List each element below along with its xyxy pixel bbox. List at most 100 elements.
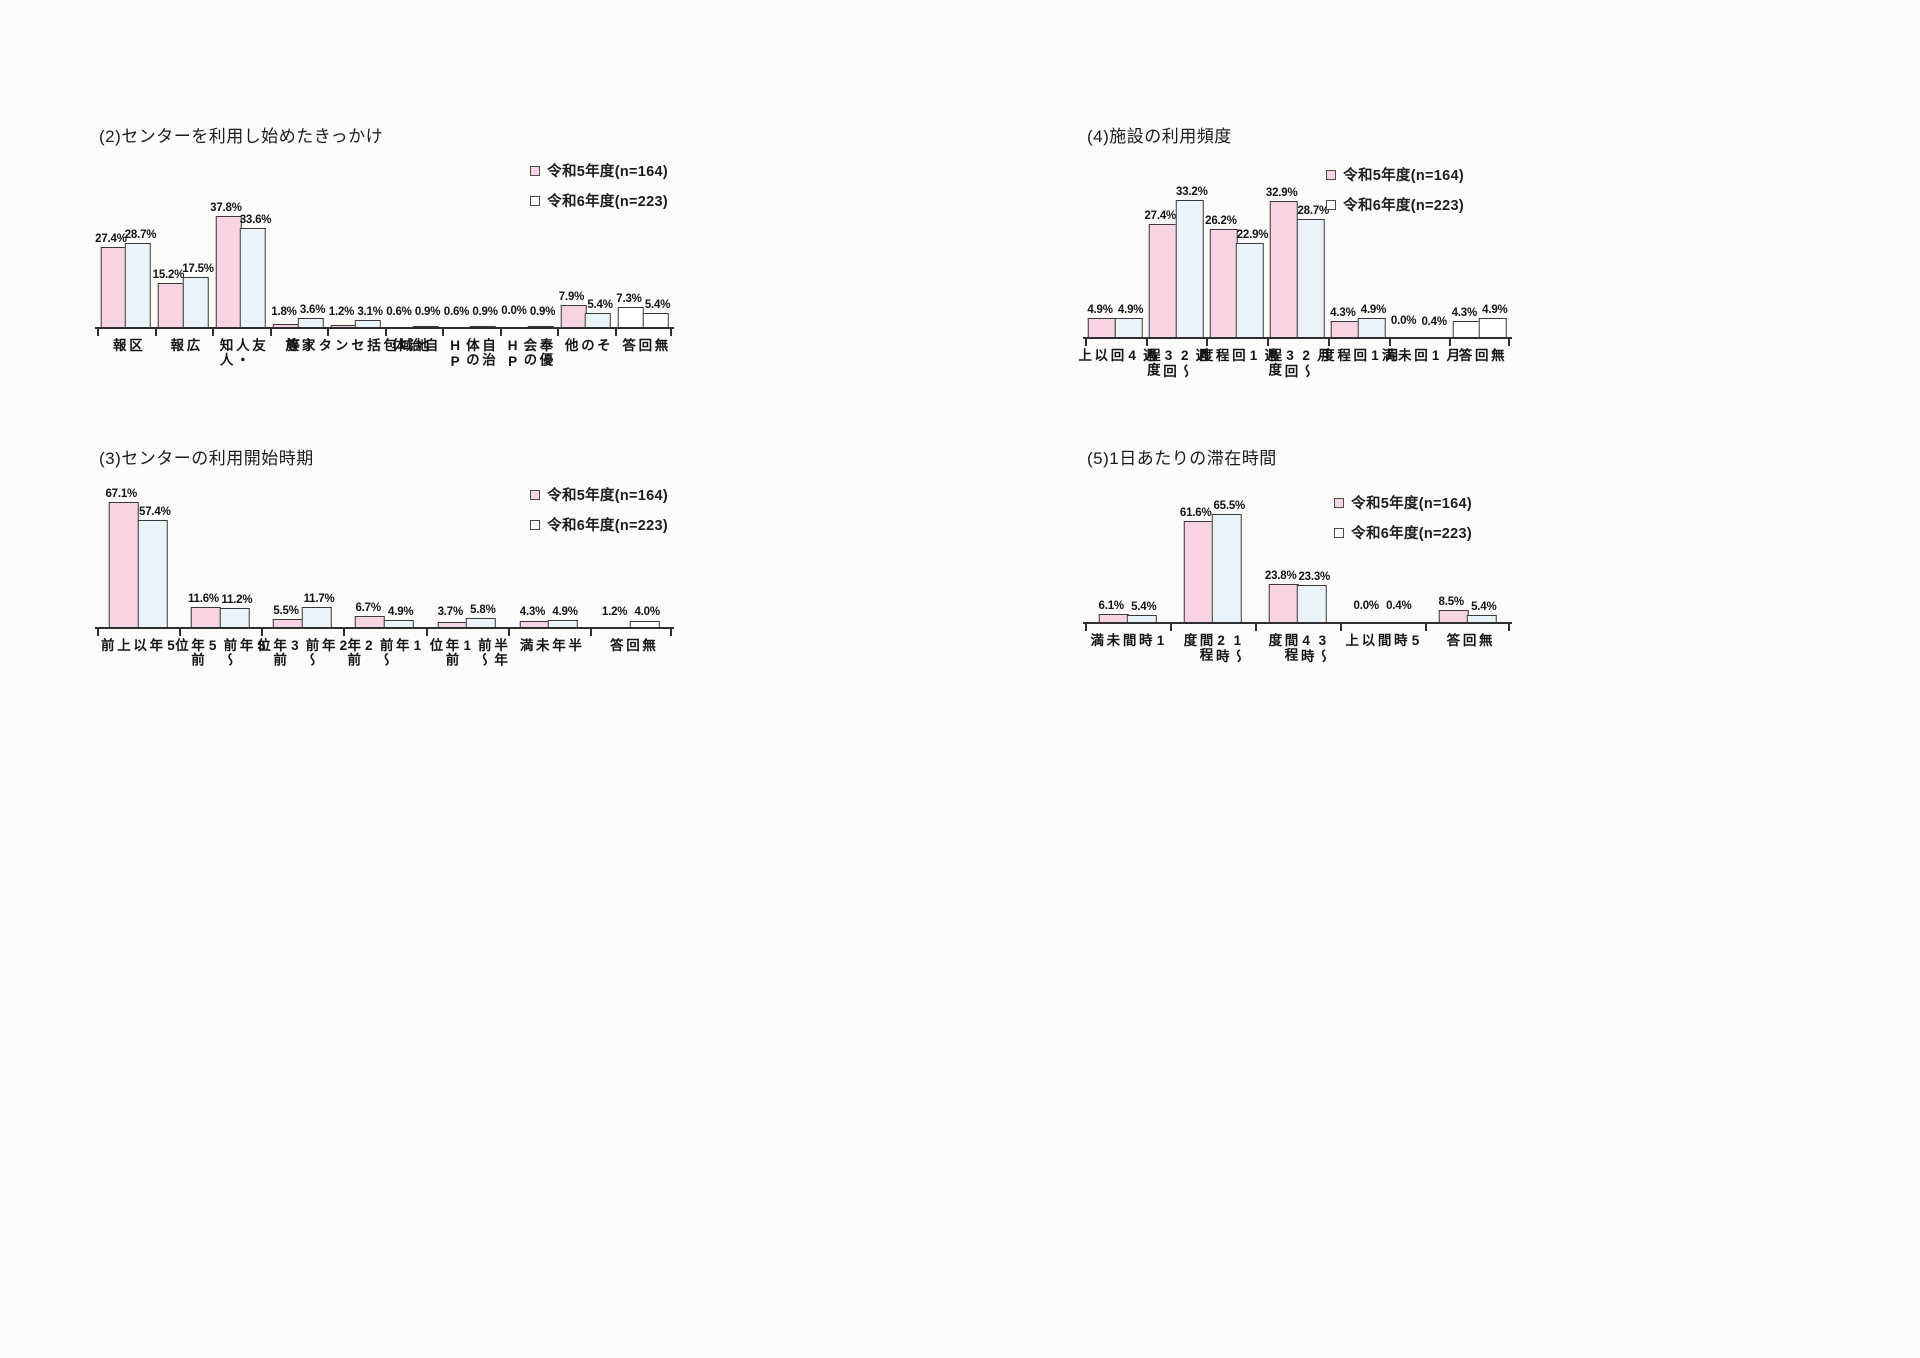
- value-label: 5.4%: [1471, 600, 1497, 613]
- value-label: 22.9%: [1236, 229, 1269, 242]
- category-label: 5年以上前: [98, 638, 179, 654]
- plot-area: 6.1% 5.4% 1時間未満 61.6% 65.5% 1〜2時間程度 23.8% 23.3%…: [1083, 440, 1512, 664]
- bar-pair: 61.6% 65.5%: [1180, 500, 1245, 624]
- bar-series2-cat2: 17.5%: [182, 263, 214, 329]
- value-label: 33.2%: [1176, 185, 1208, 198]
- category-group: 27.4% 28.7% 区報: [95, 118, 157, 353]
- value-label: 11.2%: [221, 593, 253, 606]
- axis-tick: [507, 628, 510, 636]
- axis-tick: [261, 628, 264, 636]
- value-label: 0.6%: [443, 305, 470, 318]
- axis-tick: [1340, 623, 1342, 631]
- legend-item-reiwa5: 令和5年度(n=164): [1334, 492, 1472, 513]
- value-label: 7.9%: [558, 291, 585, 304]
- value-label: 6.1%: [1098, 599, 1125, 612]
- category-group: 26.2% 22.9% 週1回程度: [1197, 118, 1277, 364]
- value-label: 4.9%: [1087, 304, 1113, 317]
- legend-label-reiwa6: 令和6年度(n=223): [1343, 198, 1464, 214]
- bar-series2-cat3: 11.7%: [301, 593, 335, 629]
- legend-label-reiwa5: 令和5年度(n=164): [1351, 496, 1472, 512]
- value-label: 23.8%: [1264, 570, 1297, 583]
- category-group: 0.6% 0.9% 自治体: [385, 118, 443, 353]
- legend-label-reiwa5: 令和5年度(n=164): [547, 488, 668, 504]
- category-label: 2年前〜3年前位: [254, 638, 351, 667]
- value-label: 15.2%: [152, 269, 185, 282]
- value-label: 6.7%: [355, 602, 381, 615]
- bar-pair: 67.1% 57.4%: [105, 488, 171, 629]
- value-label: 7.3%: [616, 293, 642, 306]
- legend-marker-reiwa5-icon: [530, 489, 541, 500]
- axis-baseline: [1083, 622, 1512, 624]
- chart-stay-duration: (5)1日あたりの滞在時間 令和5年度(n=164) 令和6年度(n=223) …: [1083, 440, 1512, 830]
- legend-marker-reiwa5-icon: [530, 165, 541, 176]
- bar-series1-cat5: 4.3%: [1330, 307, 1359, 339]
- axis-tick: [1085, 338, 1087, 346]
- legend-item-reiwa6: 令和6年度(n=223): [530, 514, 668, 535]
- bar-pair: 4.9% 4.9%: [1087, 304, 1144, 339]
- category-group: 4.9% 4.9% 週4回以上: [1076, 118, 1156, 364]
- category-label: 月1回未満: [1379, 348, 1460, 364]
- legend-marker-reiwa6-icon: [530, 519, 541, 530]
- axis-tick: [442, 328, 444, 336]
- value-label: 4.3%: [1451, 306, 1478, 319]
- category-label: 友人・知人: [217, 338, 266, 367]
- category-group: 0.6% 0.9% 自治体のHP: [442, 118, 500, 370]
- bar-series1-cat1: 67.1%: [105, 488, 139, 629]
- bar-series1-cat2: 27.4%: [1144, 210, 1177, 339]
- axis-baseline: [95, 627, 674, 629]
- axis-tick: [499, 328, 502, 336]
- bar-pair: 7.9% 5.4%: [559, 291, 613, 329]
- axis-tick: [557, 328, 559, 336]
- legend-marker-reiwa6-icon: [1326, 199, 1337, 210]
- bar-pair: 3.7% 5.8%: [437, 604, 496, 629]
- category-group: 0.0% 0.4% 月1回未満: [1380, 118, 1460, 364]
- axis-tick: [614, 328, 617, 336]
- value-label: 11.7%: [303, 592, 335, 605]
- value-label: 4.3%: [1330, 306, 1356, 319]
- bar-series2-cat1: 28.7%: [125, 229, 157, 329]
- bar-pair: 15.2% 17.5%: [153, 263, 214, 329]
- axis-tick: [1145, 338, 1148, 346]
- axis-tick: [154, 328, 157, 336]
- value-label: 33.6%: [239, 214, 272, 227]
- bar-series1-cat9: 7.9%: [559, 291, 587, 329]
- chart-usage-start-period: (3)センターの利用開始時期 令和5年度(n=164) 令和6年度(n=223)…: [95, 440, 674, 840]
- category-label: その他: [562, 338, 611, 353]
- category-group: 23.8% 23.3% 3〜4時間程度: [1255, 440, 1340, 663]
- chart-title: (5)1日あたりの滞在時間: [1087, 449, 1277, 468]
- legend: 令和5年度(n=164) 令和6年度(n=223): [530, 160, 668, 211]
- category-label: 区報: [110, 338, 142, 353]
- axis-tick: [1425, 623, 1427, 631]
- bar-series2-cat2: 33.2%: [1175, 186, 1208, 339]
- value-label: 0.9%: [472, 306, 498, 319]
- legend-marker-reiwa6-icon: [1334, 527, 1345, 538]
- value-label: 27.4%: [1144, 210, 1177, 223]
- axis-baseline: [1083, 337, 1512, 339]
- category-group: 0.0% 0.9% 奉優会のHP: [500, 118, 558, 370]
- category-label: 半年前〜1年前位: [427, 638, 508, 667]
- axis-tick: [1170, 623, 1172, 631]
- value-label: 17.5%: [182, 262, 214, 275]
- value-label: 1.2%: [601, 606, 628, 619]
- bar-series2-cat3: 22.9%: [1236, 229, 1269, 339]
- category-label: 無回答: [1456, 348, 1504, 363]
- value-label: 4.9%: [1360, 304, 1387, 317]
- value-label: 5.4%: [1131, 600, 1157, 613]
- category-group: 4.3% 4.9% 月1回程度: [1319, 118, 1399, 364]
- category-label: 3年前〜5年前位: [172, 638, 269, 667]
- value-label: 23.3%: [1298, 570, 1331, 583]
- value-label: 57.4%: [139, 505, 171, 518]
- category-label: 1〜2時間程度: [1181, 633, 1245, 664]
- value-label: 4.0%: [634, 606, 660, 619]
- bar-series1-cat3: 37.8%: [210, 202, 242, 329]
- value-label: 0.9%: [414, 306, 441, 319]
- category-group: 5.5% 11.7% 2年前〜3年前位: [255, 440, 351, 667]
- legend-marker-reiwa5-icon: [1326, 169, 1337, 180]
- bar-series1-cat2: 61.6%: [1180, 507, 1214, 624]
- value-label: 1.2%: [328, 306, 355, 319]
- legend-marker-reiwa5-icon: [1334, 497, 1345, 508]
- chart-title: (3)センターの利用開始時期: [99, 449, 314, 468]
- plot-area: 4.9% 4.9% 週4回以上 27.4% 33.2% 週2〜3回程度 26.2% 22.9%…: [1076, 118, 1512, 379]
- axis-tick: [1507, 338, 1510, 346]
- category-group: 15.2% 17.5% 広報: [153, 118, 214, 353]
